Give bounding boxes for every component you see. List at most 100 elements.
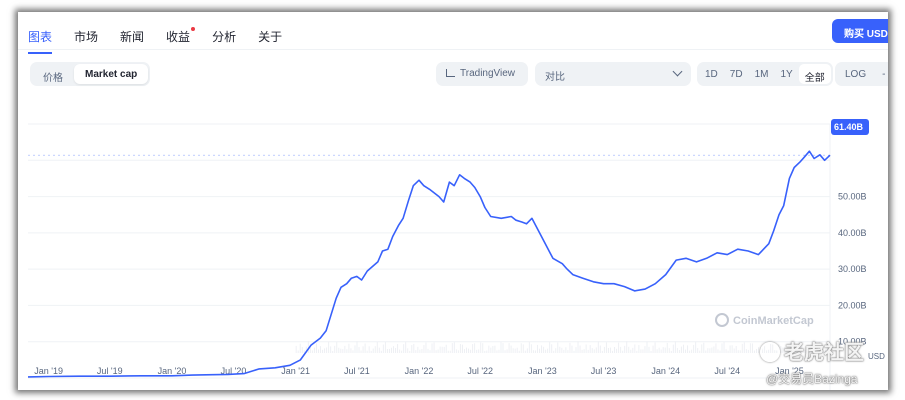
volume-bar — [612, 350, 614, 353]
log-scale-button[interactable]: LOG — [845, 69, 867, 80]
volume-bar — [358, 347, 360, 353]
volume-bar — [455, 349, 457, 353]
range-1y[interactable]: 1Y — [780, 69, 793, 80]
volume-bar — [457, 350, 459, 353]
volume-bar — [376, 341, 378, 353]
volume-bar — [620, 346, 622, 353]
volume-bar — [530, 344, 532, 353]
volume-bar — [713, 346, 715, 353]
volume-bar — [798, 342, 800, 353]
volume-bar — [699, 350, 701, 353]
range-1m[interactable]: 1M — [754, 69, 769, 80]
volume-bar — [409, 350, 411, 353]
volume-bar — [498, 349, 500, 353]
volume-bar — [743, 342, 745, 353]
more-button[interactable]: - — [882, 69, 886, 80]
volume-bar — [494, 345, 496, 353]
volume-bar — [295, 345, 297, 353]
volume-bar — [309, 345, 311, 353]
volume-bar — [784, 346, 786, 353]
y-tick-label: 20.00B — [838, 300, 867, 310]
volume-bar — [322, 349, 324, 353]
volume-bar — [723, 341, 725, 353]
volume-bar — [470, 349, 472, 353]
volume-bar — [504, 350, 506, 353]
volume-bar — [591, 348, 593, 353]
volume-bar — [386, 349, 388, 353]
volume-bar — [658, 347, 660, 353]
volume-bar — [806, 346, 808, 353]
tab-markets[interactable]: 市场 — [74, 30, 99, 44]
compare-dropdown[interactable]: 对比 — [535, 62, 691, 86]
y-tick-label: 50.00B — [838, 192, 867, 202]
volume-bar — [828, 347, 830, 353]
volume-bar — [547, 348, 549, 353]
volume-bar — [480, 342, 482, 353]
volume-bar — [729, 345, 731, 353]
range-1d[interactable]: 1D — [705, 69, 718, 80]
volume-bar — [364, 343, 366, 353]
volume-bar — [374, 346, 376, 353]
volume-bar — [352, 350, 354, 353]
x-tick-label: Jan '21 — [281, 366, 310, 376]
volume-bar — [749, 343, 751, 353]
volume-bar — [595, 347, 597, 353]
volume-bar — [541, 345, 543, 353]
range-7d[interactable]: 7D — [729, 69, 743, 80]
tab-about[interactable]: 关于 — [258, 30, 283, 44]
volume-bar — [342, 349, 344, 353]
volume-bar — [737, 350, 739, 353]
volume-bar — [719, 350, 721, 353]
tab-bar: 图表 市场 新闻 收益 分析 关于 — [28, 26, 304, 54]
volume-bar — [583, 349, 585, 353]
volume-bar — [603, 346, 605, 353]
market-cap-chart: 10.00B 20.00B 30.00B 40.00B 50.00B Jan '19 Jul… — [27, 123, 867, 390]
volume-bar — [368, 346, 370, 353]
tab-yield-label: 收益 — [166, 30, 191, 44]
volume-bar — [466, 347, 468, 353]
volume-bar — [433, 342, 435, 353]
volume-bar — [441, 346, 443, 353]
volume-bar — [311, 350, 313, 353]
market-cap-toggle-button[interactable]: Market cap — [74, 64, 149, 84]
volume-bar — [366, 350, 368, 353]
volume-bar — [545, 349, 547, 353]
y-tick-label: 10.00B — [838, 337, 867, 347]
coinmarketcap-watermark: CoinMarketCap — [715, 313, 814, 327]
volume-bar — [447, 350, 449, 353]
price-toggle-button[interactable]: 价格 — [43, 73, 63, 84]
volume-bar — [468, 348, 470, 353]
volume-bar — [802, 349, 804, 353]
volume-bar — [670, 350, 672, 353]
volume-bar — [689, 350, 691, 353]
x-tick-label: Jan '22 — [405, 366, 434, 376]
tab-analysis[interactable]: 分析 — [212, 30, 237, 44]
volume-bar — [792, 343, 794, 353]
volume-bar — [478, 349, 480, 353]
buy-button[interactable]: 购买 USDC — [832, 19, 888, 43]
x-tick-label: Jan '20 — [158, 366, 187, 376]
x-tick-label: Jul '24 — [714, 366, 740, 376]
tradingview-button[interactable]: TradingView — [436, 62, 528, 86]
volume-bar — [518, 350, 520, 353]
volume-bar — [741, 343, 743, 353]
range-all[interactable]: 全部 — [798, 64, 831, 84]
volume-bar — [707, 348, 709, 353]
volume-bar — [320, 346, 322, 353]
volume-bar — [334, 345, 336, 353]
volume-bar — [429, 350, 431, 353]
volume-bar — [435, 350, 437, 353]
volume-bar — [301, 346, 303, 353]
volume-bar — [326, 347, 328, 353]
volume-bar — [816, 348, 818, 353]
volume-bar — [660, 349, 662, 353]
volume-bar — [607, 347, 609, 353]
tab-chart[interactable]: 图表 — [28, 26, 53, 54]
tab-yield[interactable]: 收益 — [166, 26, 196, 54]
volume-bar — [520, 343, 522, 353]
volume-bar — [628, 346, 630, 353]
tab-news[interactable]: 新闻 — [120, 30, 145, 44]
volume-bar — [822, 350, 824, 353]
volume-bar — [824, 349, 826, 353]
volume-bar — [395, 348, 397, 353]
